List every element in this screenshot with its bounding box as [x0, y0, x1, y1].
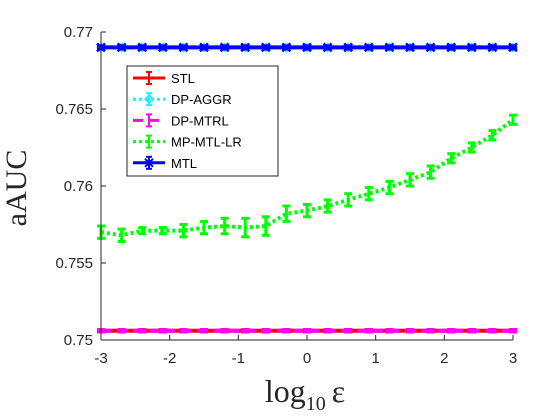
error-bar	[509, 113, 517, 126]
error-bar	[241, 216, 250, 239]
data-point-x	[384, 42, 395, 53]
legend-label: MP-MTL-LR	[171, 135, 242, 150]
y-axis-title: aAUC	[0, 150, 33, 227]
data-point-x	[343, 42, 354, 53]
error-bar	[385, 328, 394, 334]
error-bar	[467, 141, 476, 154]
x-tick-label: 1	[371, 350, 379, 367]
error-bar	[200, 328, 208, 334]
error-bar	[488, 328, 497, 334]
legend-item-mtl: MTL	[133, 155, 197, 171]
legend-label: DP-AGGR	[171, 92, 232, 107]
error-bar	[447, 152, 456, 165]
error-bar	[344, 328, 353, 334]
error-bar	[406, 172, 414, 188]
data-point-x	[508, 42, 518, 53]
data-point-x	[137, 42, 148, 53]
data-point-x	[116, 42, 127, 53]
data-point-x	[199, 42, 209, 53]
error-bar	[138, 328, 147, 334]
x-tick-label: 0	[303, 350, 311, 367]
error-bar	[138, 226, 147, 236]
error-bar	[158, 328, 167, 334]
data-point-x	[302, 42, 312, 53]
y-tick-label: 0.755	[55, 255, 93, 272]
y-tick-label: 0.76	[64, 178, 93, 195]
error-bar	[467, 328, 476, 334]
x-axis-title: log10 ε	[265, 373, 345, 415]
error-bar	[179, 328, 188, 334]
error-bar	[303, 202, 311, 219]
error-bar	[220, 328, 229, 334]
x-tick-label: -2	[163, 350, 176, 367]
error-bar	[158, 226, 167, 236]
error-bar	[426, 164, 435, 180]
data-point-x	[363, 42, 374, 53]
error-bar	[261, 215, 270, 237]
error-bar	[344, 192, 353, 208]
data-point-x	[466, 42, 477, 53]
data-point-x	[281, 42, 292, 53]
data-point-x	[446, 42, 457, 53]
legend: STL DP-AGGR DP-MTRL MP-MTL-LR MTL	[126, 65, 279, 177]
legend-item-mp-mtl-lr: MP-MTL-LR	[133, 134, 242, 150]
error-bar	[117, 227, 126, 243]
legend-label: DP-MTRL	[171, 113, 229, 128]
error-bar	[303, 328, 311, 334]
data-point-x	[260, 42, 271, 53]
data-point-x	[425, 42, 436, 53]
x-tick-label: 3	[509, 350, 517, 367]
error-bar	[323, 198, 332, 214]
x-axis-title-log: log	[265, 373, 306, 409]
error-bar	[179, 223, 188, 239]
x-tick-label: -1	[232, 350, 245, 367]
data-point-x	[240, 42, 251, 53]
data-point-x	[178, 42, 189, 53]
legend-label: MTL	[171, 156, 197, 171]
y-tick-label: 0.765	[55, 101, 93, 118]
axes-layer: -3 -2 -1 0 1 2 3 0.75 0.755 0.76 0.765 0.77	[55, 24, 517, 367]
legend-label: STL	[171, 71, 195, 86]
x-tick-label: 2	[440, 350, 448, 367]
x-axis-title-epsilon: ε	[332, 373, 345, 409]
error-bar	[406, 328, 414, 334]
legend-item-dp-mtrl: DP-MTRL	[133, 113, 229, 128]
error-bar	[282, 204, 291, 223]
legend-item-stl: STL	[133, 71, 195, 86]
error-bar	[200, 219, 208, 236]
legend-marker-x	[144, 158, 154, 168]
error-bar	[385, 179, 394, 196]
x-axis-title-subscript: 10	[306, 393, 326, 415]
series-mtl	[96, 42, 518, 53]
x-tick-label: -3	[94, 350, 107, 367]
data-point-x	[487, 42, 498, 53]
data-point-x	[322, 42, 333, 53]
error-bar	[509, 328, 517, 334]
data-point-x	[219, 42, 230, 53]
data-point-x	[405, 42, 415, 53]
y-tick-label: 0.75	[64, 332, 93, 349]
error-bar	[488, 129, 497, 142]
error-bar	[220, 216, 229, 236]
error-bar	[241, 328, 250, 334]
error-bar	[117, 328, 126, 334]
error-bar	[261, 328, 270, 334]
error-bar	[447, 328, 456, 334]
error-bar	[364, 328, 373, 334]
y-tick-label: 0.77	[64, 24, 93, 41]
series-dp-mtrl	[97, 328, 517, 334]
legend-item-dp-aggr: DP-AGGR	[133, 92, 232, 107]
legend-marker-diamond	[143, 94, 155, 105]
error-bar	[323, 328, 332, 334]
error-bar	[364, 186, 373, 202]
error-bar	[426, 328, 435, 334]
error-bar	[282, 328, 291, 334]
data-point-x	[157, 42, 168, 53]
